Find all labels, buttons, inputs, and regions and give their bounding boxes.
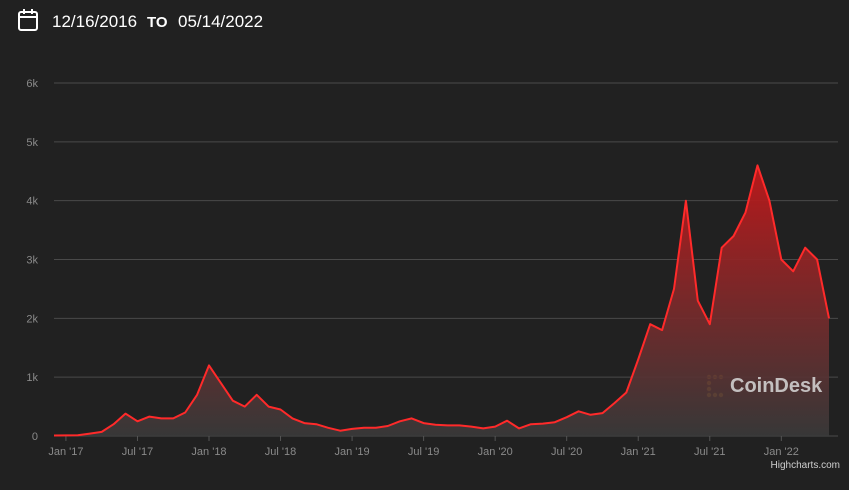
y-tick-label: 3k xyxy=(26,255,38,267)
x-tick-label: Jan '18 xyxy=(191,446,226,458)
x-tick-label: Jul '18 xyxy=(265,446,296,458)
x-tick-label: Jan '22 xyxy=(764,446,799,458)
x-tick-label: Jul '21 xyxy=(694,446,725,458)
y-tick-label: 4k xyxy=(26,196,38,208)
y-tick-label: 0 xyxy=(32,431,38,443)
watermark: CoinDesk xyxy=(730,375,823,397)
y-tick-label: 1k xyxy=(26,372,38,384)
x-tick-label: Jul '17 xyxy=(122,446,153,458)
x-tick-label: Jan '19 xyxy=(335,446,370,458)
date-from[interactable]: 12/16/2016 xyxy=(52,12,137,31)
x-tick-label: Jan '20 xyxy=(478,446,513,458)
credit: Highcharts.com xyxy=(771,460,840,471)
calendar-icon[interactable] xyxy=(18,9,38,31)
price-line xyxy=(53,164,830,437)
y-tick-label: 2k xyxy=(26,313,38,325)
x-tick-label: Jan '17 xyxy=(48,446,83,458)
y-tick-label: 5k xyxy=(26,137,38,149)
date-to[interactable]: 05/14/2022 xyxy=(178,12,263,31)
x-tick-label: Jul '20 xyxy=(551,446,582,458)
y-tick-label: 6k xyxy=(26,78,38,90)
date-separator: TO xyxy=(147,14,168,31)
x-tick-label: Jan '21 xyxy=(621,446,656,458)
x-tick-label: Jul '19 xyxy=(408,446,439,458)
